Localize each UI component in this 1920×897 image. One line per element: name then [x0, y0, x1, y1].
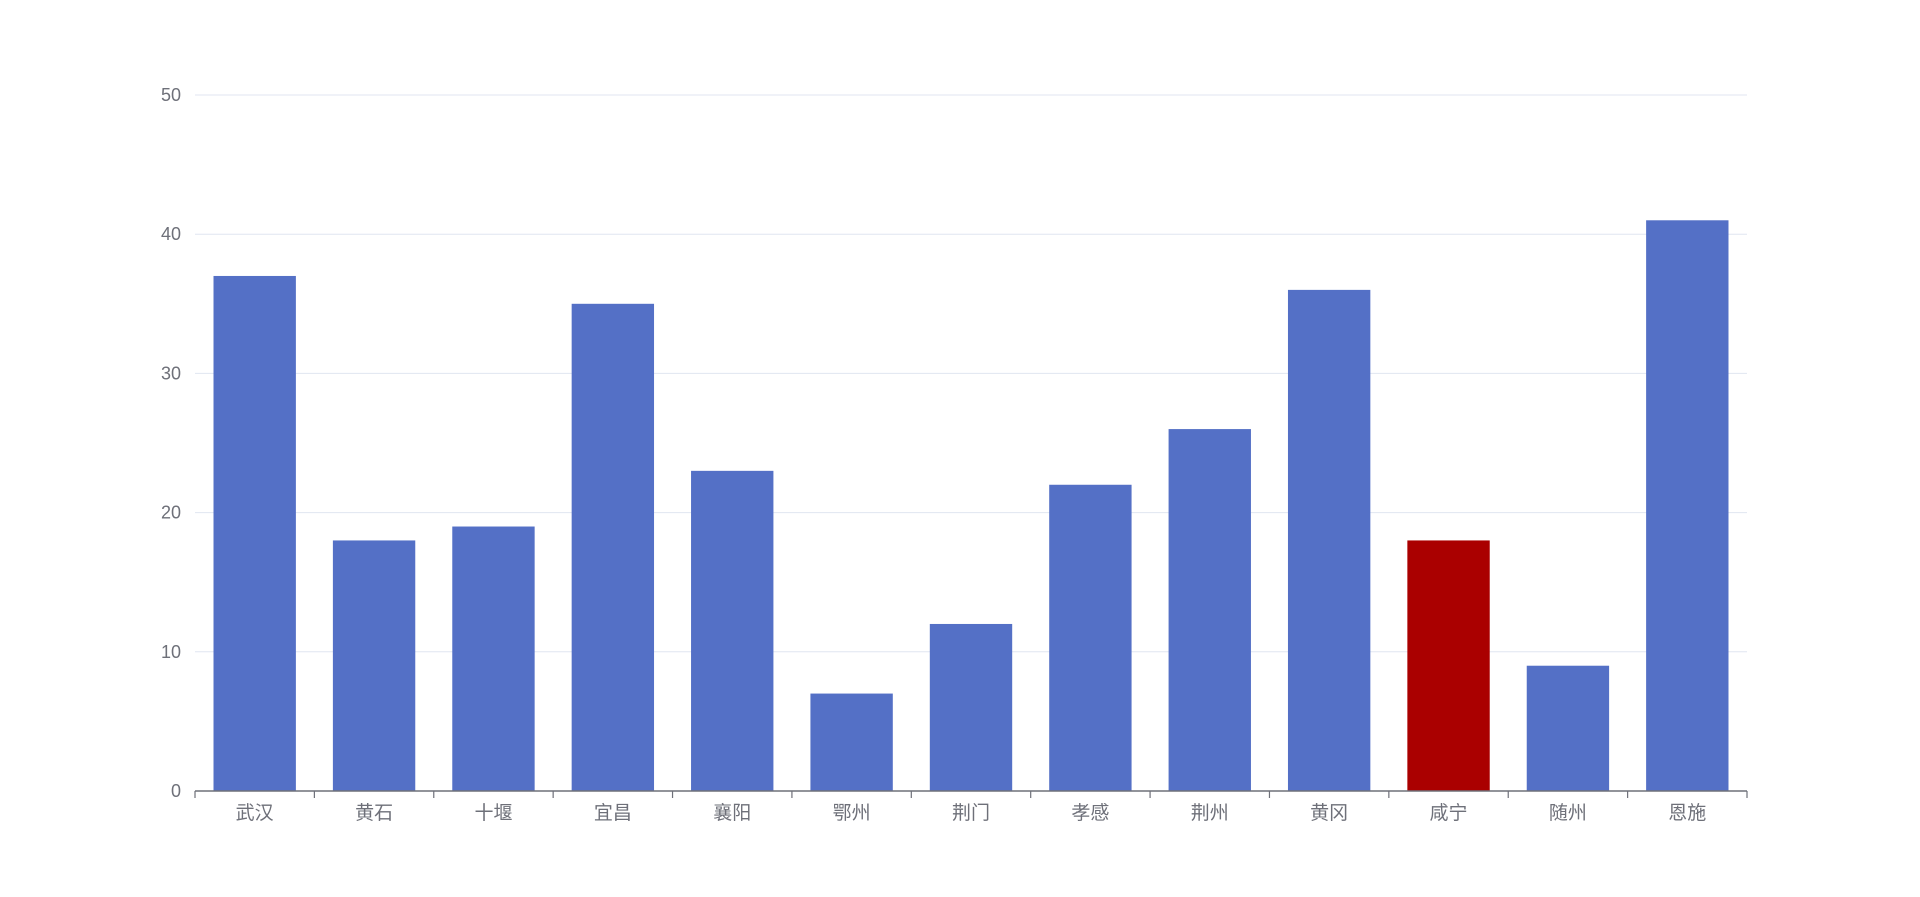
y-tick-label: 40 [161, 224, 181, 244]
x-tick-label: 武汉 [236, 802, 274, 824]
bar-10[interactable] [1407, 540, 1490, 791]
bar-8[interactable] [1168, 429, 1251, 791]
bar-9[interactable] [1287, 289, 1371, 791]
x-tick-label: 十堰 [474, 802, 512, 824]
bars [213, 220, 1729, 792]
y-tick-label: 0 [171, 781, 181, 801]
bar-4[interactable] [691, 470, 774, 791]
y-tick-label: 10 [161, 642, 181, 662]
y-tick-label: 30 [161, 363, 181, 383]
bar-1[interactable] [332, 540, 416, 791]
bar-6[interactable] [929, 623, 1013, 791]
x-tick-label: 黄石 [355, 802, 393, 824]
x-tick-label: 荆门 [952, 802, 990, 824]
x-tick-label: 宜昌 [594, 802, 632, 824]
bar-0[interactable] [213, 275, 296, 792]
x-tick-label: 荆州 [1191, 802, 1229, 824]
bar-5[interactable] [810, 693, 893, 791]
bar-3[interactable] [571, 303, 655, 791]
x-tick-label: 随州 [1549, 802, 1587, 824]
y-tick-label: 20 [161, 503, 181, 523]
axes [194, 790, 1748, 798]
x-tick-label: 襄阳 [713, 802, 751, 824]
tick-labels: 0 10 20 30 40 50 武汉 黄石 十堰 宜昌 襄阳 鄂州 荆门 孝感 荆州 黄冈 咸宁 随州 恩施 [161, 85, 1706, 824]
x-tick-label: 恩施 [1668, 802, 1706, 824]
x-tick-label: 黄冈 [1310, 802, 1348, 824]
x-tick-label: 鄂州 [833, 802, 871, 824]
bar-2[interactable] [452, 526, 535, 791]
x-tick-label: 咸宁 [1430, 802, 1468, 824]
grid-lines [195, 94, 1747, 653]
bar-12[interactable] [1646, 220, 1729, 791]
bar-7[interactable] [1049, 484, 1132, 791]
x-tick-label: 孝感 [1071, 802, 1109, 824]
bar-11[interactable] [1526, 665, 1610, 791]
y-tick-label: 50 [161, 85, 181, 105]
